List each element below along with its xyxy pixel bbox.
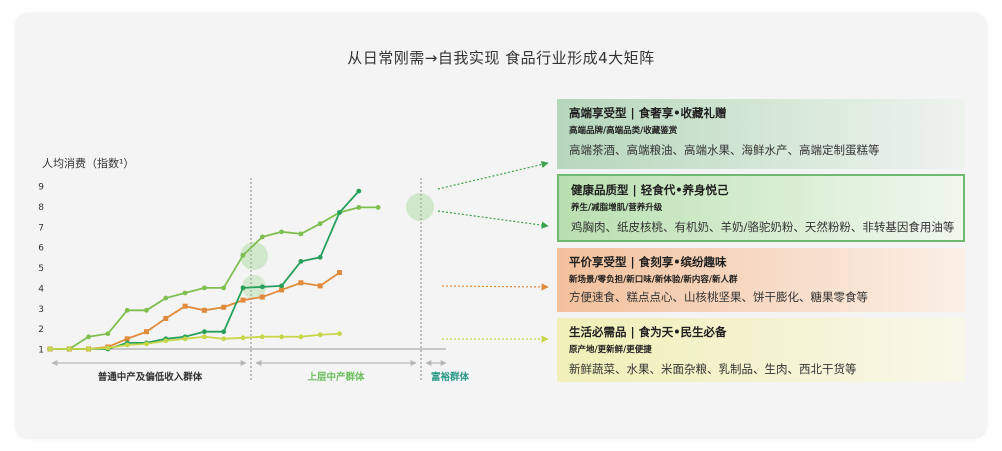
series-layer	[47, 188, 381, 352]
data-point	[124, 342, 130, 348]
segment-label-mass: 普通中产及偏低收入群体	[98, 371, 203, 383]
series-1	[47, 270, 342, 352]
data-point	[163, 295, 169, 301]
data-point	[221, 285, 227, 291]
data-point	[163, 315, 169, 321]
data-point	[202, 334, 207, 340]
data-point	[124, 307, 130, 313]
panel-premium-enjoyment: 高端享受型 | 食奢享•收藏礼赠 高端品牌/高端品类/收藏鉴赏 高端茶酒、高端粮…	[557, 99, 965, 169]
data-point	[202, 285, 207, 291]
panel-subheading: 原产地/更新鲜/更便捷	[569, 345, 652, 355]
data-point	[124, 336, 130, 342]
data-point	[105, 331, 111, 337]
series-3	[47, 331, 342, 352]
segment-label-upper-middle: 上层中产群体	[307, 371, 365, 383]
y-axis-label: 人均消费（指数¹）	[42, 156, 134, 170]
panel-items: 方便速食、糕点点心、山核桃坚果、饼干膨化、糖果零食等	[569, 290, 868, 304]
data-point	[144, 307, 149, 313]
population-segments: 普通中产及偏低收入群体 上层中产群体 富裕群体	[51, 360, 470, 383]
data-point	[86, 346, 91, 352]
data-point	[279, 287, 285, 293]
data-point	[337, 210, 342, 215]
data-point	[240, 252, 246, 258]
connector-affordable	[441, 283, 549, 291]
page-title: 从日常刚需→自我实现 食品行业形成4大矩阵	[347, 49, 655, 67]
data-point	[356, 204, 362, 210]
data-point	[298, 280, 304, 286]
highlight-halos	[240, 193, 434, 299]
data-point	[182, 336, 188, 342]
y-tick-label: 7	[38, 223, 44, 233]
data-point	[221, 304, 227, 310]
data-point	[279, 229, 284, 235]
data-point	[337, 331, 342, 337]
panel-heading: 平价享受型 | 食刻享•缤纷趣味	[569, 255, 727, 269]
connector-healthy	[437, 210, 549, 229]
series-line	[50, 190, 360, 350]
data-point	[375, 204, 381, 210]
data-point	[144, 341, 149, 347]
data-point	[259, 334, 265, 340]
data-point	[259, 294, 265, 300]
panel-items: 高端茶酒、高端粮油、高端水果、海鲜水产、高端定制蛋糕等	[569, 143, 880, 157]
data-point	[356, 188, 362, 194]
y-tick-label: 1	[38, 346, 44, 356]
connector-premium	[437, 160, 549, 190]
data-point	[182, 290, 188, 296]
series-2	[47, 188, 362, 352]
y-tick-label: 6	[38, 244, 44, 254]
data-point	[298, 231, 304, 237]
data-point	[182, 303, 188, 309]
segment-label-affluent: 富裕群体	[431, 371, 470, 383]
panel-affordable-enjoyment: 平价享受型 | 食刻享•缤纷趣味 新场景/零负担/新口味/新体验/新内容/新人群…	[557, 248, 965, 312]
data-point	[279, 334, 284, 340]
halo-upper-middle	[240, 242, 268, 270]
data-point	[240, 297, 246, 303]
data-point	[259, 284, 265, 290]
data-point	[47, 346, 53, 352]
panel-subheading: 高端品牌/高端品类/收藏鉴赏	[569, 126, 678, 136]
data-point	[163, 338, 169, 344]
y-axis-ticks: 1 2 3 4 5 6 7 8 9	[38, 183, 44, 356]
y-tick-label: 8	[38, 203, 44, 213]
y-tick-label: 2	[38, 325, 44, 335]
data-point	[86, 334, 91, 340]
data-point	[279, 283, 284, 289]
data-point	[298, 334, 304, 340]
y-tick-label: 5	[38, 264, 44, 274]
panel-heading: 生活必需品 | 食为天•民生必备	[569, 325, 727, 339]
panel-connectors	[437, 160, 549, 343]
series-line	[50, 332, 340, 350]
y-tick-label: 4	[38, 284, 44, 294]
data-point	[66, 346, 72, 352]
panel-heading: 高端享受型 | 食奢享•收藏礼赠	[569, 106, 727, 120]
panel-subheading: 养生/减脂增肌/营养升级	[571, 203, 663, 213]
data-point	[337, 270, 342, 276]
panel-healthy-quality: 健康品质型 | 轻食代•养身悦己 养生/减脂增肌/营养升级 鸡胸肉、纸皮核桃、有…	[557, 174, 965, 242]
data-point	[317, 283, 323, 289]
y-tick-label: 3	[38, 305, 44, 315]
data-point	[201, 307, 207, 313]
series-line	[50, 206, 379, 350]
data-point	[317, 332, 323, 338]
data-point	[221, 329, 227, 335]
data-point	[202, 329, 207, 335]
data-point	[240, 335, 246, 341]
data-point	[259, 234, 265, 240]
data-point	[298, 258, 304, 264]
panel-daily-necessities: 生活必需品 | 食为天•民生必备 原产地/更新鲜/更便捷 新鲜蔬菜、水果、米面杂…	[557, 318, 965, 382]
panel-subheading: 新场景/零负担/新口味/新体验/新内容/新人群	[569, 275, 738, 285]
halo-affluent	[406, 193, 434, 221]
data-point	[144, 329, 149, 335]
data-point	[317, 254, 323, 260]
data-point	[105, 345, 111, 351]
data-point	[221, 336, 227, 342]
y-tick-label: 9	[38, 183, 44, 193]
panel-items: 新鲜蔬菜、水果、米面杂粮、乳制品、生肉、西北干货等	[569, 362, 857, 376]
data-point	[240, 285, 246, 291]
panel-items: 鸡胸肉、纸皮核桃、有机奶、羊奶/骆驼奶粉、天然粉粉、非转基因食用油等	[571, 220, 955, 234]
data-point	[317, 221, 323, 227]
panel-heading: 健康品质型 | 轻食代•养身悦己	[571, 183, 729, 197]
